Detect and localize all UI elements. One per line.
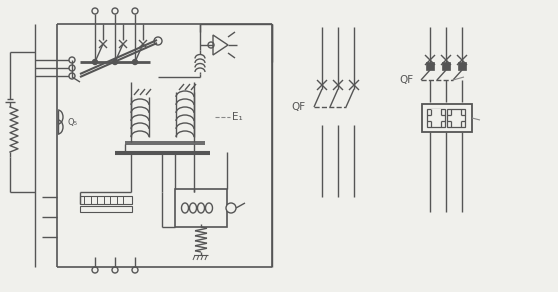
- Bar: [447, 109, 465, 127]
- Circle shape: [113, 60, 118, 65]
- Circle shape: [93, 60, 98, 65]
- Bar: [427, 109, 445, 127]
- Circle shape: [69, 73, 75, 79]
- Bar: [442, 62, 450, 70]
- Bar: [80, 206, 132, 212]
- Bar: [431, 109, 441, 115]
- Circle shape: [132, 60, 137, 65]
- Text: QF: QF: [400, 75, 414, 85]
- Text: QF: QF: [292, 102, 306, 112]
- Bar: [422, 104, 472, 132]
- Bar: [458, 62, 466, 70]
- Text: Q₅: Q₅: [68, 117, 78, 126]
- Text: E₁: E₁: [232, 112, 243, 122]
- Bar: [426, 62, 434, 70]
- Bar: [175, 189, 227, 227]
- Circle shape: [226, 203, 236, 213]
- Circle shape: [69, 57, 75, 63]
- Bar: [80, 196, 132, 204]
- Circle shape: [69, 65, 75, 71]
